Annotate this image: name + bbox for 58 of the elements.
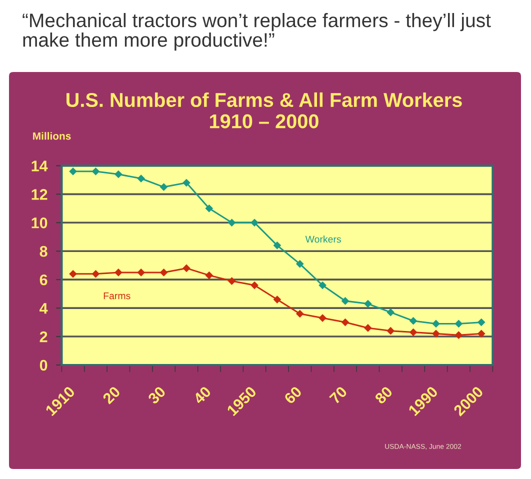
point <box>318 282 326 290</box>
point <box>454 331 462 339</box>
chart-subtitle: 1910 – 2000 <box>210 114 318 128</box>
point <box>341 318 350 326</box>
point <box>478 318 486 326</box>
chart-title: U.S. Number of Farms & All Farm Workers <box>66 92 462 108</box>
point <box>250 218 258 226</box>
y-tick-label: 8 <box>40 246 48 257</box>
point <box>318 314 326 322</box>
point <box>296 260 304 268</box>
point <box>182 264 190 272</box>
x-tick-label: 20 <box>102 386 121 405</box>
point <box>364 324 372 332</box>
x-tick-label: 70 <box>328 386 348 404</box>
point <box>160 183 168 191</box>
point <box>386 327 394 335</box>
point <box>273 242 281 250</box>
point <box>228 277 236 285</box>
y-tick-label: 2 <box>40 331 48 342</box>
point <box>182 179 190 187</box>
y-tick-label: 10 <box>32 218 48 228</box>
point <box>69 270 77 278</box>
point <box>160 268 168 276</box>
text: “Mechanical tractors won’t replace farmers - they’ll just make them more productive!” <box>22 13 491 51</box>
point <box>432 320 440 328</box>
point <box>454 320 462 328</box>
point <box>478 330 486 338</box>
y-tick-label: 6 <box>40 274 48 286</box>
point <box>410 328 418 336</box>
point <box>137 268 145 276</box>
y-tick-label: 14 <box>32 160 48 172</box>
point <box>386 308 394 316</box>
point <box>341 297 350 305</box>
point <box>92 270 100 278</box>
x-tick-label: 80 <box>374 386 394 405</box>
point <box>137 174 145 182</box>
point <box>228 218 236 226</box>
point <box>114 170 122 178</box>
point <box>114 268 122 276</box>
x-tick-label: 40 <box>192 386 212 405</box>
point <box>69 168 77 176</box>
point <box>273 296 281 304</box>
point <box>410 317 418 325</box>
point <box>92 168 100 176</box>
point <box>205 272 213 280</box>
point <box>296 310 304 318</box>
x-tick-label: 60 <box>284 386 302 405</box>
x-tick-label: 30 <box>147 386 166 405</box>
point <box>432 330 440 338</box>
series-label: Workers <box>305 236 341 243</box>
y-tick-label: 0 <box>40 360 48 371</box>
y-tick-label: 12 <box>32 189 48 200</box>
y-tick-label: 4 <box>40 303 48 314</box>
point <box>205 204 213 212</box>
y-axis-title: Millions <box>33 132 71 140</box>
point <box>250 282 258 290</box>
series-label: Farms <box>104 292 130 300</box>
point <box>364 300 372 308</box>
